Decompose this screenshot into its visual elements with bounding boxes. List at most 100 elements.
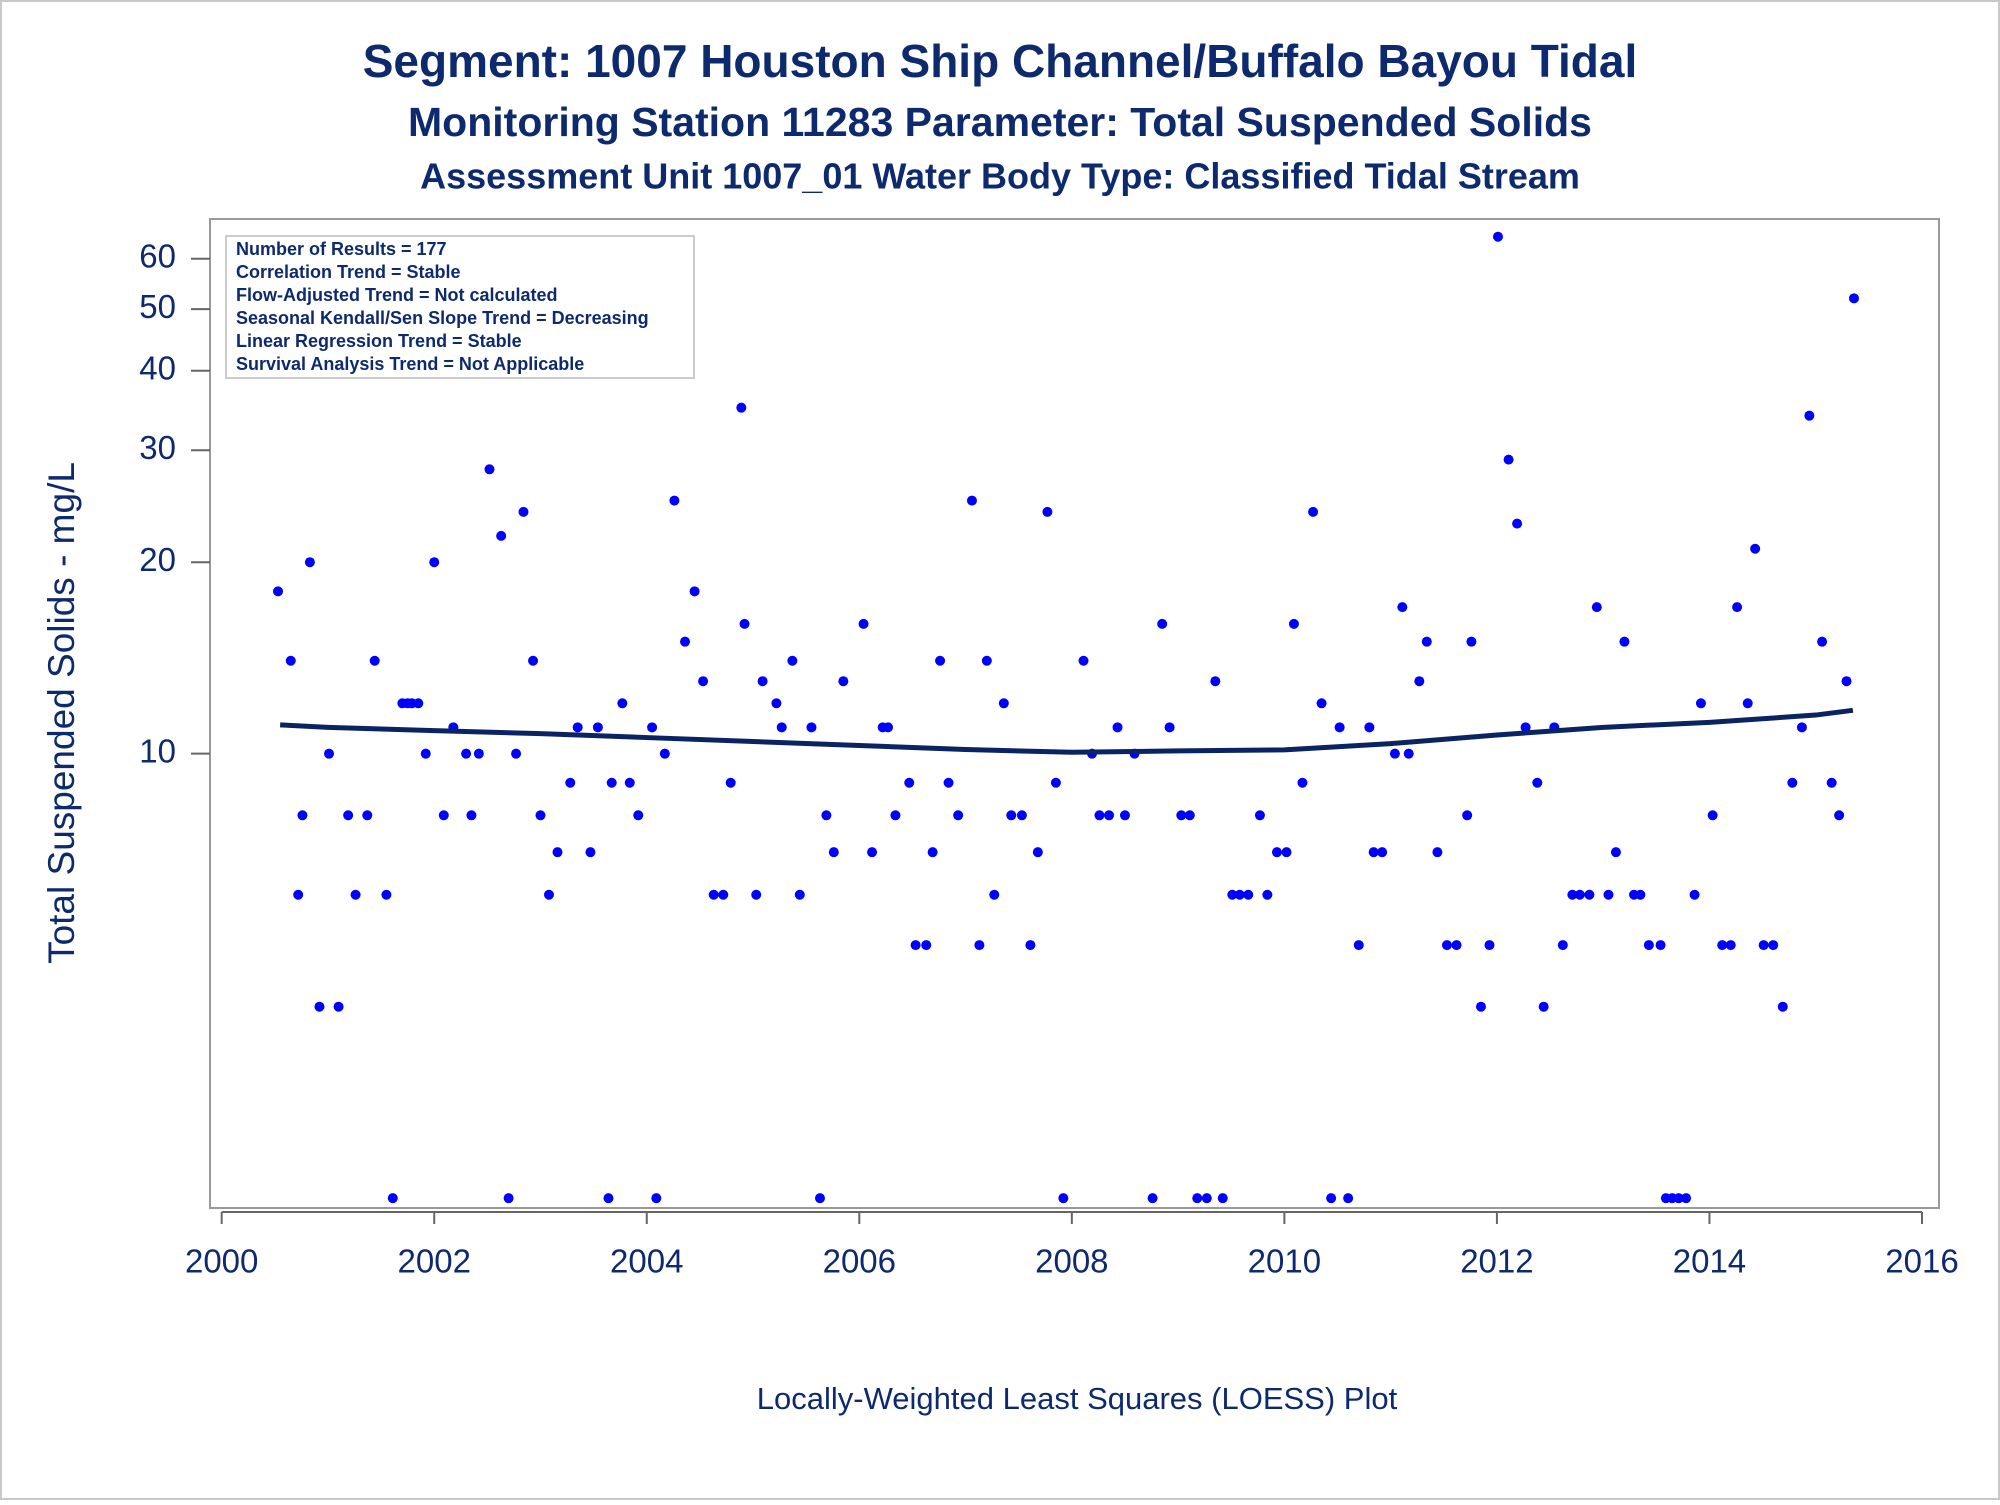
- data-point: [806, 722, 817, 733]
- data-point: [1192, 1193, 1203, 1204]
- data-point: [787, 655, 798, 666]
- data-point: [1655, 940, 1666, 951]
- data-point: [927, 847, 938, 858]
- data-point: [511, 748, 522, 759]
- data-point: [998, 698, 1009, 709]
- data-point: [1834, 810, 1845, 821]
- data-point: [904, 777, 915, 788]
- data-point: [285, 655, 296, 666]
- data-point: [1673, 1193, 1684, 1204]
- data-point: [725, 777, 736, 788]
- data-point: [1210, 676, 1221, 687]
- data-point: [647, 722, 658, 733]
- data-point: [739, 618, 750, 629]
- data-point: [603, 1193, 614, 1204]
- data-point: [1058, 1193, 1069, 1204]
- plot-frame: [209, 218, 1940, 1209]
- data-point: [1610, 847, 1621, 858]
- data-point: [413, 698, 424, 709]
- data-point: [1512, 518, 1523, 529]
- data-point: [1441, 940, 1452, 951]
- data-point: [1475, 1001, 1486, 1012]
- data-point: [293, 889, 304, 900]
- data-point: [708, 889, 719, 900]
- x-tick-label: 2008: [1035, 1243, 1108, 1280]
- data-point: [953, 810, 964, 821]
- data-point: [1503, 454, 1514, 465]
- data-point: [1025, 940, 1036, 951]
- data-point: [624, 777, 635, 788]
- chart-subtitle: Monitoring Station 11283 Parameter: Tota…: [408, 99, 1592, 145]
- data-point: [572, 722, 583, 733]
- data-point: [362, 810, 373, 821]
- x-tick-label: 2016: [1885, 1243, 1958, 1280]
- data-point: [659, 748, 670, 759]
- data-point: [1316, 698, 1327, 709]
- data-point: [297, 810, 308, 821]
- data-point: [943, 777, 954, 788]
- info-box: [225, 235, 695, 379]
- data-point: [1732, 602, 1743, 613]
- data-point: [882, 722, 893, 733]
- data-point: [794, 889, 805, 900]
- x-tick-label: 2004: [610, 1243, 683, 1280]
- data-point: [273, 586, 284, 597]
- data-point: [736, 402, 747, 413]
- data-point: [1016, 810, 1027, 821]
- data-point: [1432, 847, 1443, 858]
- data-point: [535, 810, 546, 821]
- data-point: [343, 810, 354, 821]
- data-point: [1297, 777, 1308, 788]
- data-point: [438, 810, 449, 821]
- data-point: [1112, 722, 1123, 733]
- data-point: [518, 506, 529, 517]
- data-point: [1403, 748, 1414, 759]
- data-point: [1243, 889, 1254, 900]
- info-line: Number of Results = 177: [236, 239, 447, 259]
- data-point: [814, 1193, 825, 1204]
- data-point: [1094, 810, 1105, 821]
- data-point: [1584, 889, 1595, 900]
- data-point: [1777, 1001, 1788, 1012]
- data-point: [1557, 940, 1568, 951]
- data-point: [974, 940, 985, 951]
- data-point: [1462, 810, 1473, 821]
- data-point: [921, 940, 932, 951]
- data-point: [1326, 1193, 1337, 1204]
- data-point: [1176, 810, 1187, 821]
- data-point: [543, 889, 554, 900]
- info-line: Linear Regression Trend = Stable: [236, 331, 522, 351]
- data-point: [466, 810, 477, 821]
- data-point: [651, 1193, 662, 1204]
- data-point: [1787, 777, 1798, 788]
- data-point: [1717, 940, 1728, 951]
- data-point: [473, 748, 484, 759]
- data-point: [1377, 847, 1388, 858]
- data-point: [680, 636, 691, 647]
- data-point: [1804, 410, 1815, 421]
- data-point: [617, 698, 628, 709]
- data-point: [1414, 676, 1425, 687]
- data-point: [867, 847, 878, 858]
- data-point: [1466, 636, 1477, 647]
- data-point: [503, 1193, 514, 1204]
- data-point: [935, 655, 946, 666]
- data-point: [1768, 940, 1779, 951]
- data-point: [528, 655, 539, 666]
- data-point: [1591, 602, 1602, 613]
- data-point: [718, 889, 729, 900]
- data-point: [1635, 889, 1646, 900]
- data-point: [1353, 940, 1364, 951]
- data-point: [1254, 810, 1265, 821]
- data-point: [1758, 940, 1769, 951]
- x-axis-label: Locally-Weighted Least Squares (LOESS) P…: [757, 1381, 1398, 1416]
- data-point: [1492, 231, 1503, 242]
- data-point: [1451, 940, 1462, 951]
- data-point: [1147, 1193, 1158, 1204]
- data-point: [981, 655, 992, 666]
- data-point: [776, 722, 787, 733]
- data-point: [1104, 810, 1115, 821]
- info-line: Correlation Trend = Stable: [236, 262, 461, 282]
- y-tick-label: 20: [139, 541, 176, 578]
